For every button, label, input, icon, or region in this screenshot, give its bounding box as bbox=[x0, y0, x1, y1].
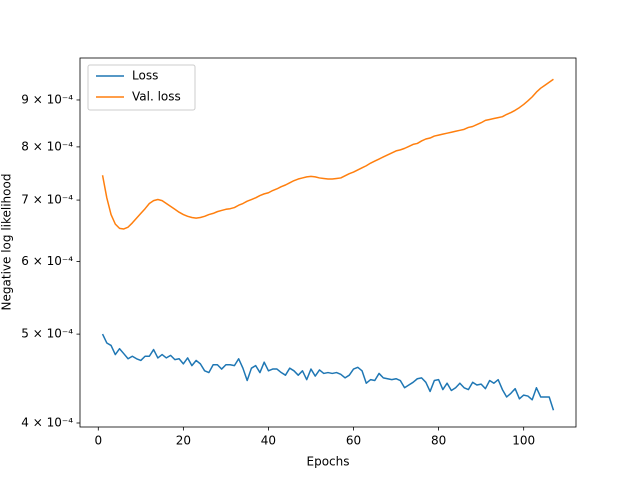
x-tick-label: 40 bbox=[261, 434, 276, 448]
line-series bbox=[101, 333, 555, 411]
y-tick-label: 7 × 10⁻⁴ bbox=[21, 193, 73, 207]
x-tick-label: 100 bbox=[512, 434, 535, 448]
y-tick-label: 5 × 10⁻⁴ bbox=[21, 327, 73, 341]
legend-label: Loss bbox=[132, 69, 158, 83]
x-tick-label: 60 bbox=[346, 434, 361, 448]
y-tick-label: 8 × 10⁻⁴ bbox=[21, 139, 73, 153]
x-tick-label: 20 bbox=[176, 434, 191, 448]
x-tick-label: 80 bbox=[431, 434, 446, 448]
y-tick-label: 6 × 10⁻⁴ bbox=[21, 254, 73, 268]
y-tick-label: 4 × 10⁻⁴ bbox=[21, 415, 73, 429]
x-tick-label: 0 bbox=[94, 434, 102, 448]
y-axis-label: Negative log likelihood bbox=[0, 174, 14, 311]
line-series bbox=[101, 78, 554, 230]
legend-label: Val. loss bbox=[132, 90, 181, 104]
axes-frame bbox=[79, 57, 577, 428]
legend: Loss Val. loss bbox=[87, 64, 196, 111]
y-tick-label: 9 × 10⁻⁴ bbox=[21, 92, 73, 106]
x-axis-label: Epochs bbox=[307, 455, 350, 469]
